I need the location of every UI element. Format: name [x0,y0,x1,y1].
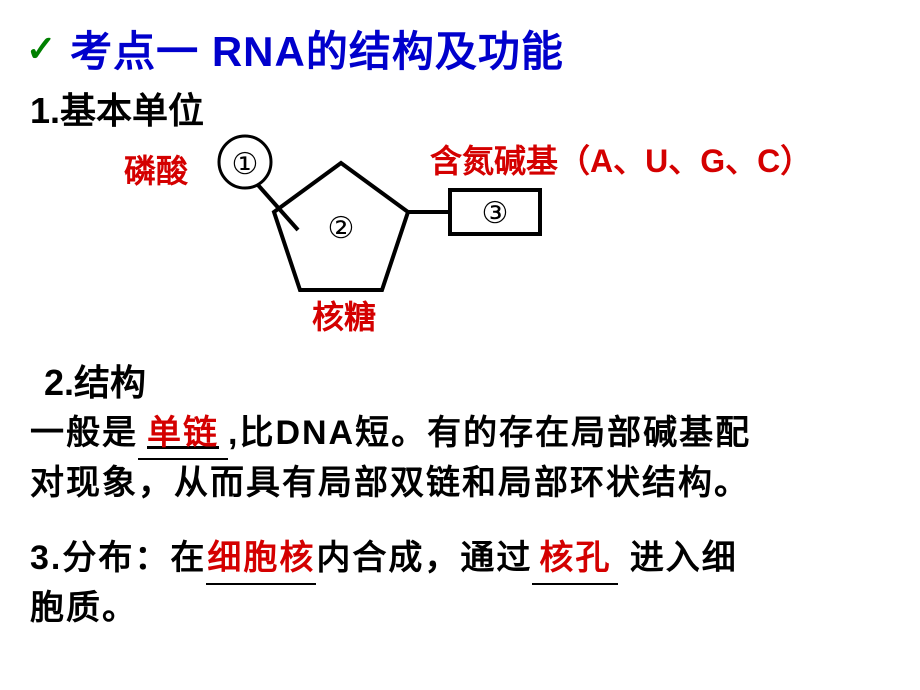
nucleotide-diagram: ① ② ③ 磷酸 含氮碱基（A、U、G、C） 核糖 [130,130,810,350]
s2-prefix: 一般是 [30,414,138,452]
s3-tail1: 进入细 [630,539,738,577]
s3-blank2: 核孔 [539,539,611,577]
sugar-label: 核糖 [312,292,376,338]
s3-heading: 3.分布：在 [30,539,206,577]
circle-1-label: ① [232,148,259,181]
s2-mid: ,比DNA短。有的存在局部碱基配 [228,414,751,452]
check-icon: ✓ [26,28,56,70]
section2-paragraph: 一般是单链,比DNA短。有的存在局部碱基配 对现象，从而具有局部双链和局部环状结… [30,410,890,507]
s3-mid: 内合成，通过 [316,539,532,577]
s3-tail2: 胞质。 [30,589,138,627]
s2-blank1: 单链 [147,414,219,452]
s2-line2: 对现象，从而具有局部双链和局部环状结构。 [30,464,750,502]
s3-blank1: 细胞核 [207,539,315,577]
section3-paragraph: 3.分布：在细胞核内合成，通过核孔 进入细 胞质。 [30,535,890,632]
base-label: 含氮碱基（A、U、G、C） [430,136,810,182]
circle-2-label: ② [328,212,355,245]
section2-heading: 2.结构 [44,354,146,406]
title-row: ✓ 考点一 RNA的结构及功能 [26,18,564,79]
section1-heading: 1.基本单位 [30,82,204,134]
page-title: 考点一 RNA的结构及功能 [70,18,564,79]
phosphate-label: 磷酸 [124,146,188,192]
circle-3-label: ③ [482,197,509,230]
